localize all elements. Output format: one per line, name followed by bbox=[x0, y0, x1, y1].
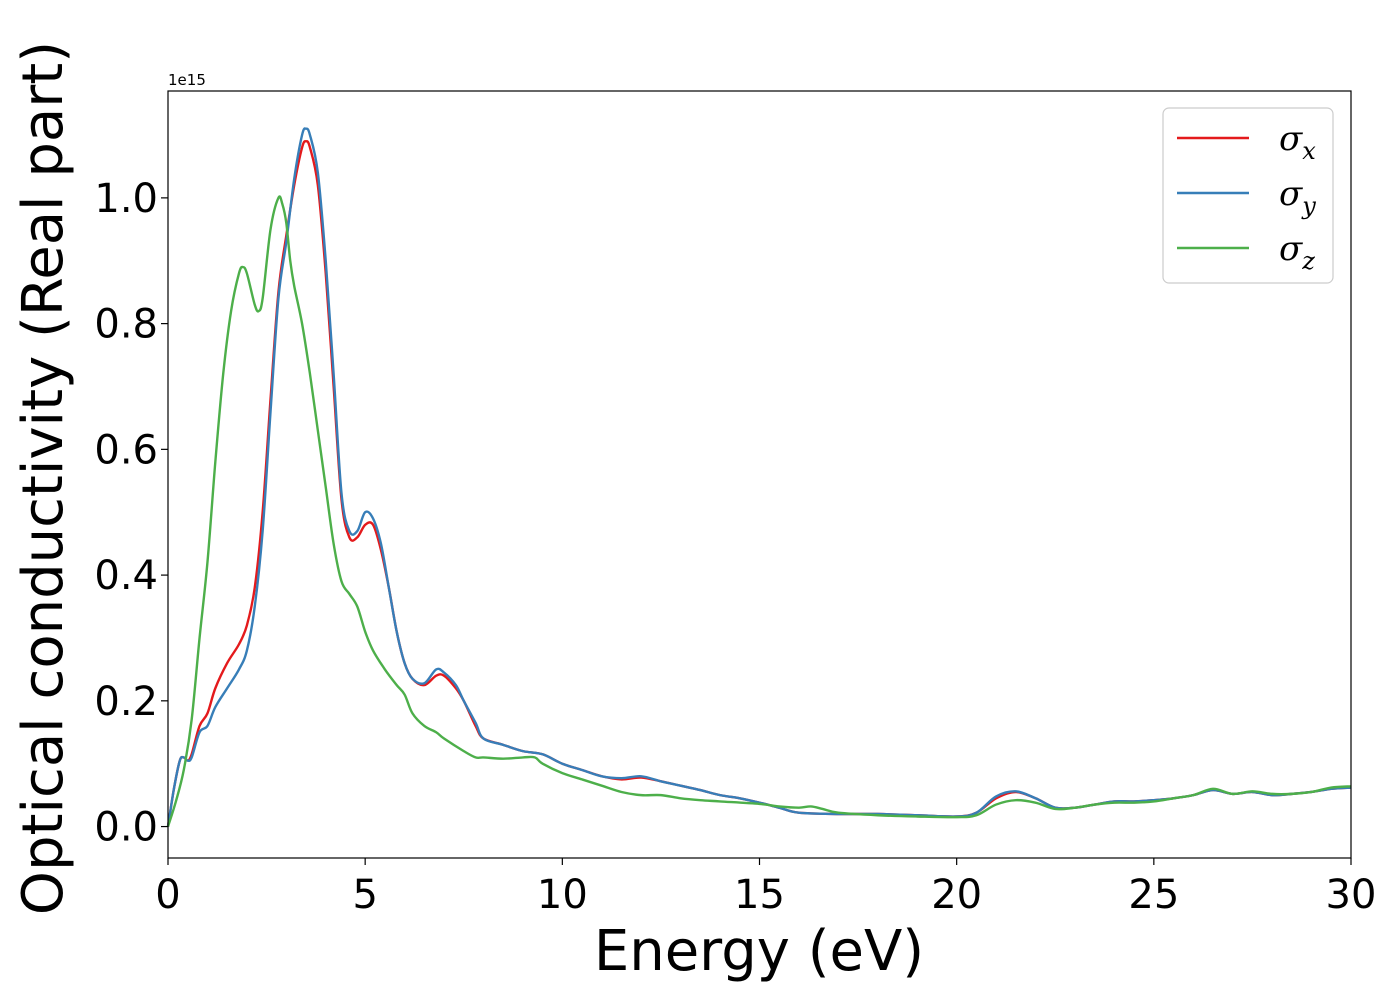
y-tick-label: 0.6 bbox=[94, 427, 158, 473]
legend-label-y: σy bbox=[1279, 174, 1316, 220]
y-offset-label: 1e15 bbox=[168, 71, 206, 89]
y-axis: 0.0 0.2 0.4 0.6 0.8 1.0 bbox=[94, 176, 168, 851]
legend-items: σx σy σz bbox=[1177, 119, 1316, 275]
x-axis: 0 5 10 15 20 25 30 bbox=[155, 858, 1376, 918]
y-tick-label: 0.2 bbox=[94, 679, 158, 725]
series-line-z bbox=[166, 195, 1352, 827]
legend-label-x: σx bbox=[1279, 119, 1316, 165]
legend-frame bbox=[1162, 107, 1334, 284]
y-tick-label: 0.0 bbox=[94, 805, 158, 851]
x-axis-title: Energy (eV) bbox=[594, 919, 924, 984]
plot-area bbox=[168, 91, 1351, 858]
x-tick-label: 20 bbox=[931, 872, 982, 918]
series-layer bbox=[166, 127, 1352, 827]
legend: σx σy σz bbox=[1162, 107, 1334, 284]
x-tick-label: 30 bbox=[1326, 872, 1377, 918]
x-tick-label: 10 bbox=[537, 872, 588, 918]
y-tick-label: 0.8 bbox=[94, 302, 158, 348]
x-tick-label: 0 bbox=[155, 872, 180, 918]
x-tick-label: 25 bbox=[1128, 872, 1179, 918]
y-tick-label: 1.0 bbox=[94, 176, 158, 222]
x-tick-label: 5 bbox=[352, 872, 377, 918]
y-axis-title: Optical conductivity (Real part) bbox=[11, 41, 76, 915]
x-tick-label: 15 bbox=[734, 872, 785, 918]
y-tick-label: 0.4 bbox=[94, 553, 158, 599]
legend-label-z: σz bbox=[1279, 229, 1315, 275]
